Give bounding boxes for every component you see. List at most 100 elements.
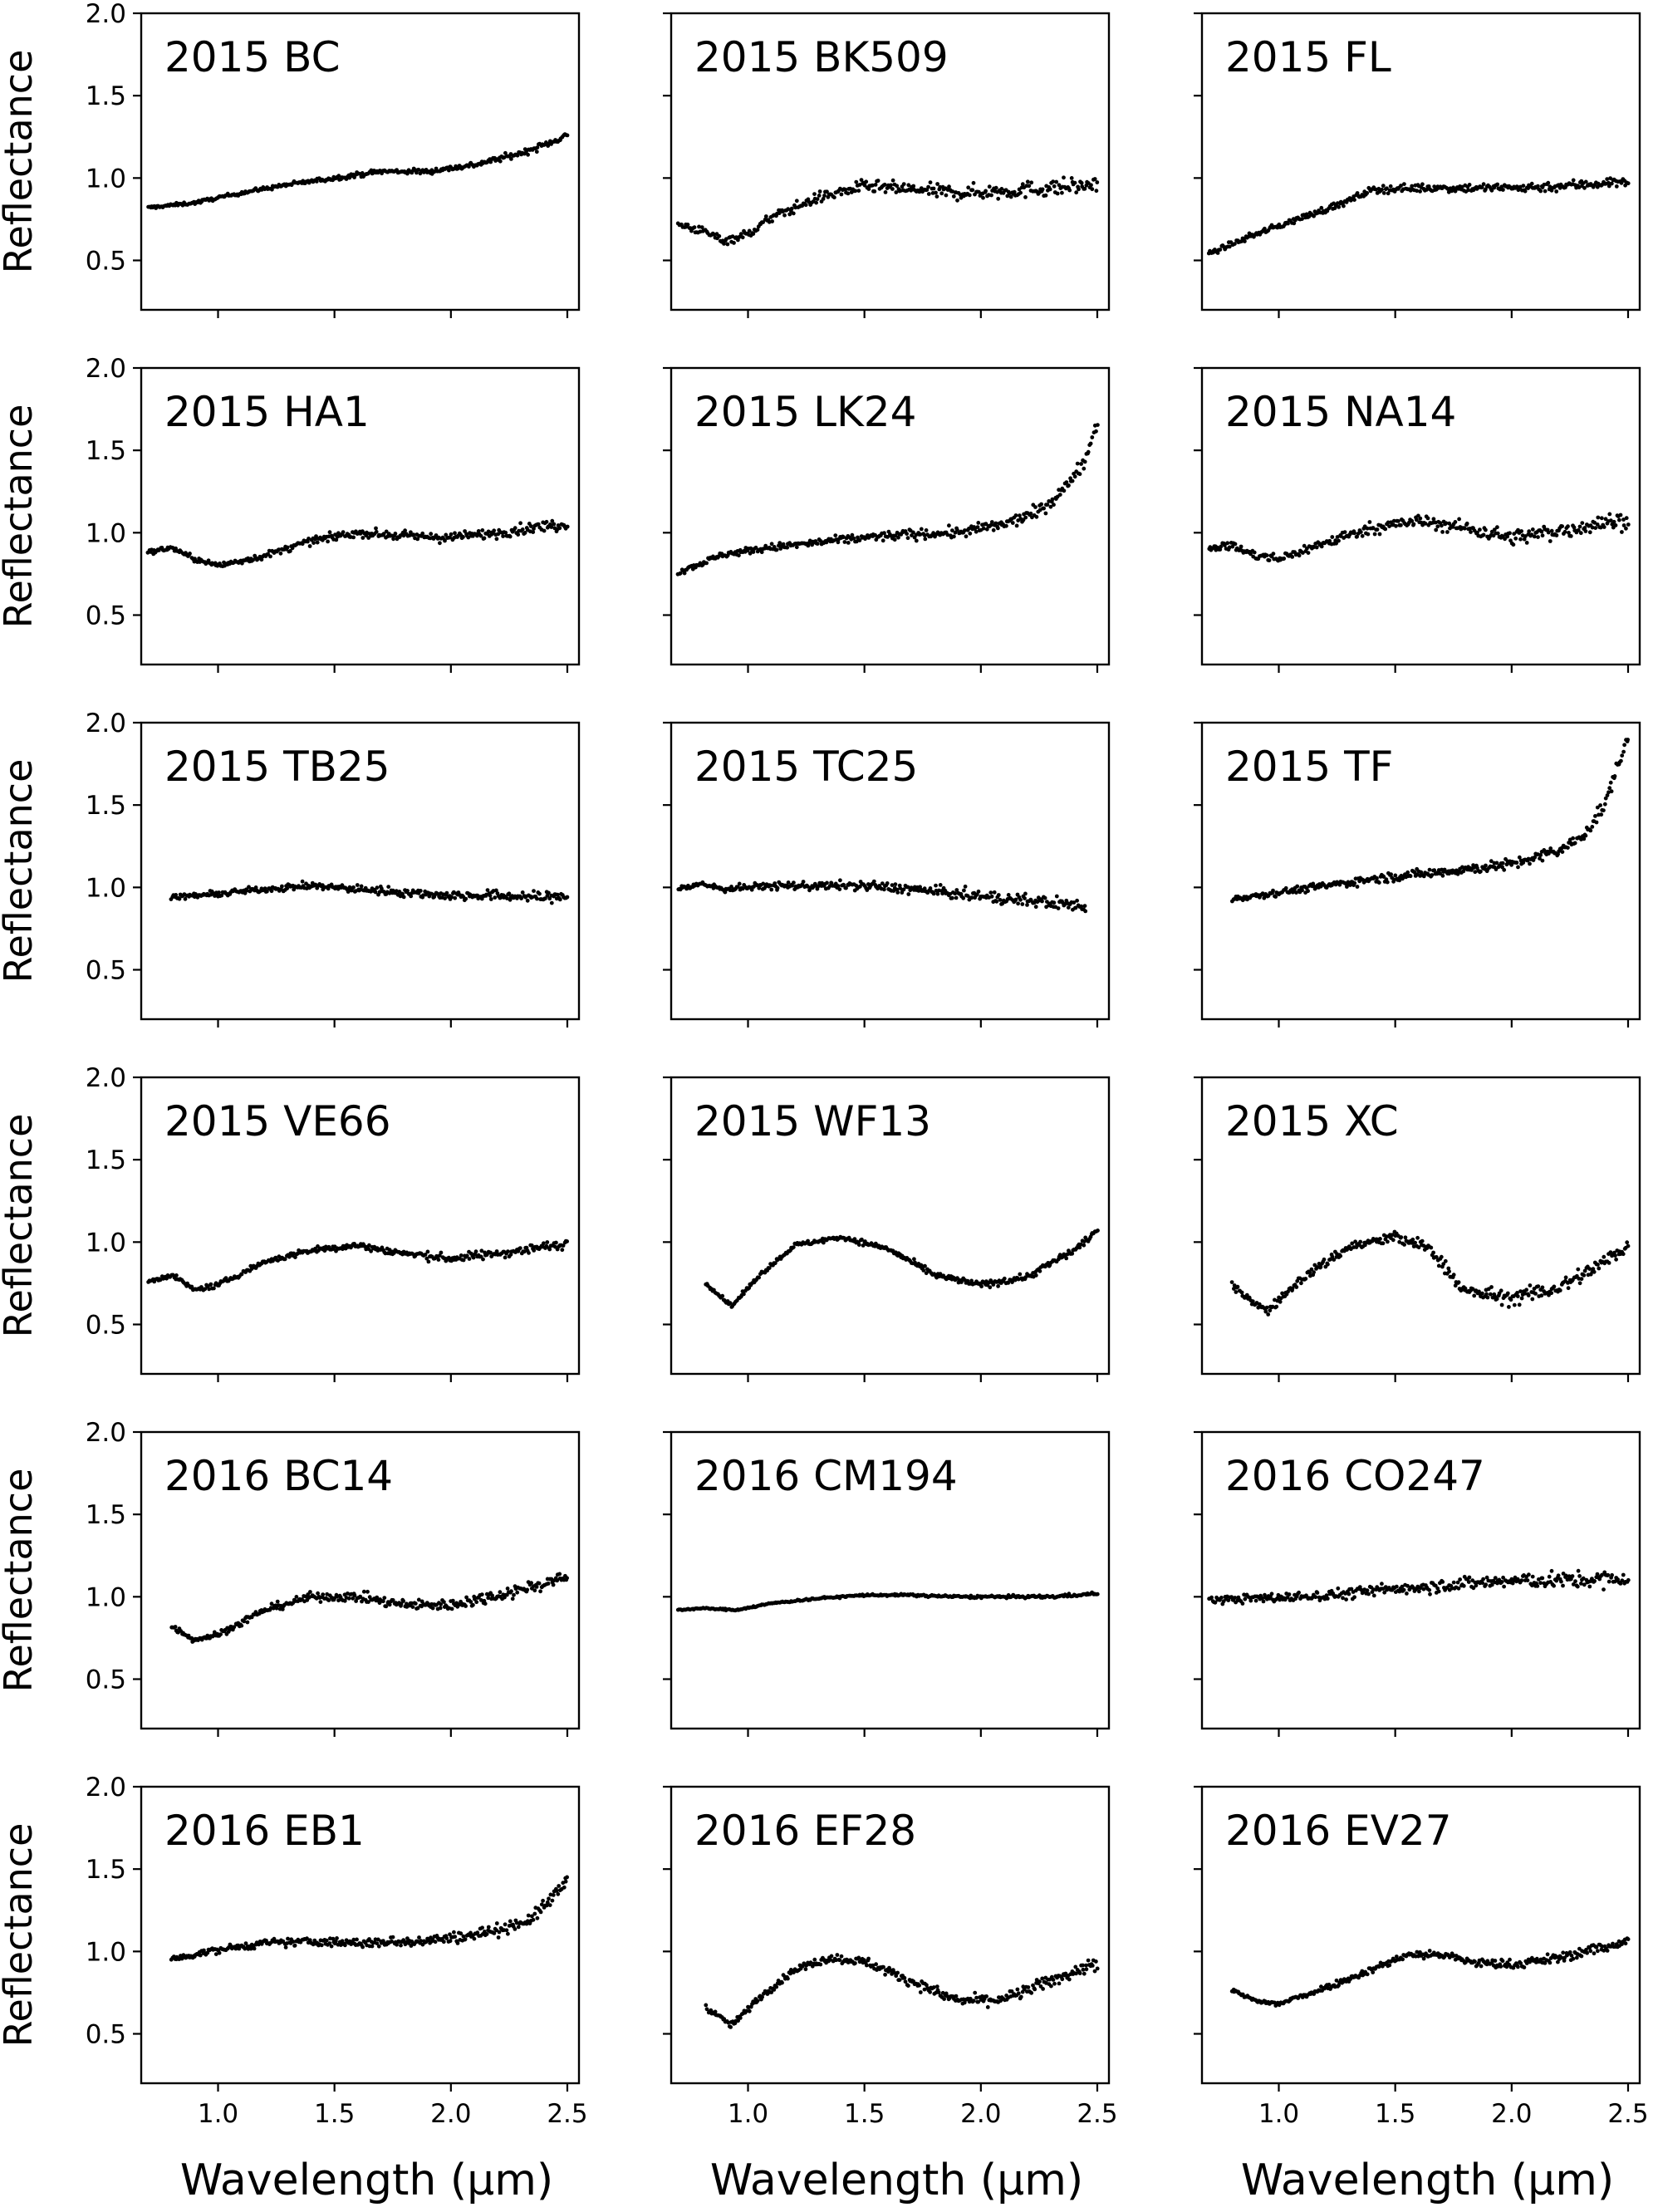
data-point bbox=[464, 1604, 468, 1608]
data-point bbox=[307, 537, 311, 541]
data-point bbox=[951, 194, 956, 199]
data-point bbox=[542, 528, 547, 533]
data-point bbox=[774, 547, 779, 552]
data-point bbox=[1337, 204, 1342, 209]
data-points bbox=[1229, 1229, 1631, 1317]
data-point bbox=[1300, 888, 1304, 893]
y-axis-label: Reflectance bbox=[0, 50, 41, 274]
data-point bbox=[267, 548, 272, 553]
data-point bbox=[1499, 1302, 1504, 1307]
data-point bbox=[1608, 780, 1613, 785]
data-point bbox=[294, 1595, 299, 1599]
data-point bbox=[1543, 189, 1548, 194]
data-point bbox=[988, 522, 993, 527]
data-point bbox=[219, 893, 224, 898]
data-point bbox=[971, 180, 976, 185]
data-point bbox=[1445, 530, 1450, 534]
data-point bbox=[1048, 504, 1053, 509]
data-point bbox=[1582, 526, 1587, 530]
data-point bbox=[1060, 190, 1064, 195]
data-point bbox=[1440, 530, 1445, 534]
data-point bbox=[503, 530, 508, 535]
data-point bbox=[911, 530, 915, 535]
data-point bbox=[381, 532, 386, 536]
data-point bbox=[1626, 522, 1631, 527]
data-point bbox=[1583, 529, 1588, 533]
data-point bbox=[565, 524, 570, 529]
data-point bbox=[1033, 505, 1037, 509]
data-point bbox=[1055, 191, 1060, 196]
panel: 2015 LK24 bbox=[663, 366, 1111, 673]
data-point bbox=[1322, 1257, 1327, 1262]
data-point bbox=[1475, 530, 1479, 535]
data-point bbox=[892, 537, 897, 542]
data-point bbox=[1469, 530, 1473, 534]
data-point bbox=[832, 195, 836, 200]
data-point bbox=[1530, 527, 1535, 532]
data-point bbox=[880, 881, 885, 885]
data-point bbox=[1023, 195, 1028, 199]
data-point bbox=[425, 1249, 430, 1254]
panel-frame bbox=[670, 721, 1111, 1021]
data-point bbox=[935, 182, 939, 186]
data-point bbox=[817, 194, 822, 198]
data-point bbox=[1067, 188, 1072, 193]
data-point bbox=[334, 537, 339, 542]
data-point bbox=[1425, 516, 1430, 521]
data-point bbox=[906, 892, 911, 896]
data-point bbox=[1540, 533, 1545, 538]
y-tick-label: 1.5 bbox=[86, 791, 126, 821]
data-point bbox=[1427, 867, 1432, 872]
data-point bbox=[1348, 883, 1352, 887]
data-point bbox=[885, 881, 890, 885]
data-point bbox=[488, 893, 493, 898]
data-point bbox=[393, 532, 398, 536]
data-point bbox=[1227, 545, 1232, 550]
data-point bbox=[873, 183, 878, 187]
data-point bbox=[1306, 889, 1310, 894]
data-point bbox=[1385, 186, 1389, 191]
data-point bbox=[1598, 803, 1602, 807]
data-point bbox=[786, 207, 791, 212]
data-point bbox=[1045, 503, 1050, 507]
data-point bbox=[459, 1253, 464, 1258]
data-point bbox=[1029, 180, 1034, 185]
data-point bbox=[1539, 529, 1544, 534]
data-point bbox=[1040, 899, 1044, 904]
data-point bbox=[1023, 891, 1028, 896]
data-point bbox=[923, 537, 928, 542]
data-point bbox=[444, 890, 449, 895]
data-point bbox=[1386, 191, 1391, 196]
data-point bbox=[1540, 858, 1545, 863]
data-point bbox=[1365, 191, 1370, 195]
data-point bbox=[1250, 1299, 1255, 1303]
data-point bbox=[1489, 1292, 1493, 1297]
data-point bbox=[251, 557, 255, 562]
data-point bbox=[382, 1596, 387, 1600]
data-point bbox=[1607, 512, 1612, 517]
data-point bbox=[537, 891, 542, 896]
panel-title: 2015 TF bbox=[1225, 743, 1393, 791]
data-points bbox=[1230, 738, 1630, 904]
data-point bbox=[790, 883, 794, 888]
data-point bbox=[1033, 1273, 1038, 1278]
data-point bbox=[752, 885, 756, 889]
y-tick-label: 2.0 bbox=[86, 709, 126, 738]
data-point bbox=[1010, 521, 1015, 525]
data-point bbox=[1592, 520, 1597, 525]
data-point bbox=[461, 535, 465, 539]
data-point bbox=[947, 184, 951, 189]
data-point bbox=[365, 1589, 370, 1594]
data-point bbox=[326, 539, 330, 544]
data-point bbox=[394, 889, 399, 894]
data-point bbox=[478, 533, 483, 538]
data-point bbox=[954, 888, 959, 892]
data-point bbox=[554, 1240, 558, 1245]
data-point bbox=[1312, 213, 1316, 218]
data-point bbox=[1018, 190, 1023, 195]
data-point bbox=[1338, 1253, 1343, 1258]
data-point bbox=[565, 1576, 569, 1581]
data-point bbox=[384, 1604, 389, 1609]
data-point bbox=[1385, 880, 1390, 885]
